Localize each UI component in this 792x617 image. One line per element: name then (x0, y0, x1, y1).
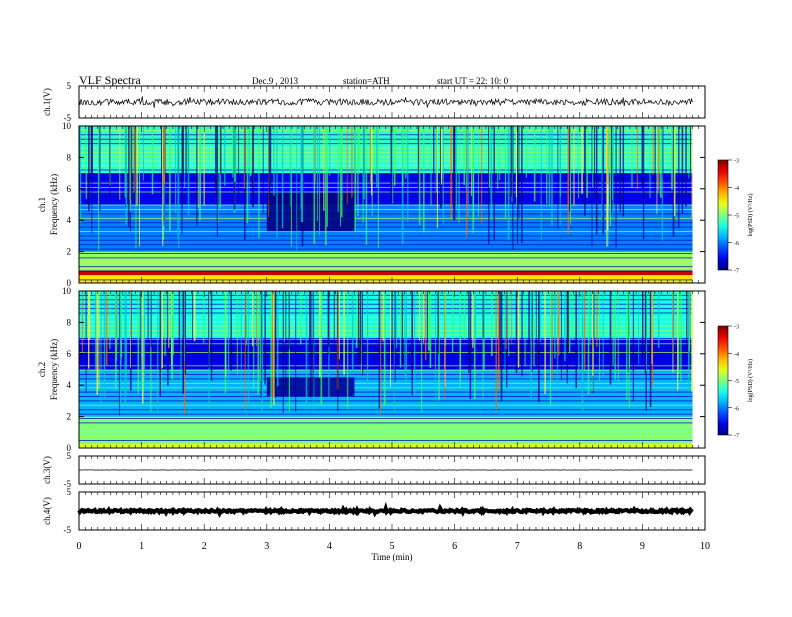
colorbar (717, 159, 729, 271)
channel-voltage-label: ch.4(V) (42, 497, 52, 525)
channel-voltage-label: ch.1(V) (42, 88, 52, 116)
station-label: station=ATH (343, 76, 390, 86)
y-tick-label: 6 (67, 349, 72, 359)
ch2-spectrogram (78, 290, 732, 449)
colorbar-tick-label: -5 (734, 214, 739, 220)
y-tick-label: 0 (67, 443, 72, 453)
colorbar-tick-label: -3 (734, 159, 739, 165)
frequency-band (79, 204, 693, 252)
colorbar-tick-label: -6 (734, 406, 739, 412)
colorbar-tick-label: -5 (734, 379, 739, 385)
y-tick-label: 6 (67, 184, 72, 194)
x-tick-label: 0 (77, 541, 82, 552)
x-axis-label: Time (min) (372, 552, 413, 562)
frequency-band (79, 270, 693, 276)
x-tick-label: 2 (202, 541, 207, 552)
frequency-band (79, 251, 693, 271)
colorbar (717, 325, 729, 436)
x-tick-label: 3 (264, 541, 269, 552)
y-tick-label: -5 (64, 479, 72, 489)
colorbar-tick-label: -4 (734, 186, 739, 192)
y-tick-label: 4 (67, 380, 72, 390)
y-tick-label: 2 (67, 247, 72, 257)
frequency-axis-label: Frequency (kHz) (49, 339, 59, 400)
x-tick-label: 8 (577, 541, 582, 552)
figure-title: VLF Spectra (79, 73, 141, 87)
y-tick-label: 4 (67, 215, 72, 225)
start-ut-label: start UT = 22: 10: 0 (437, 76, 509, 86)
x-tick-label: 4 (327, 541, 332, 552)
colorbar-tick-label: -7 (734, 269, 739, 275)
frequency-band (79, 275, 693, 283)
frequency-band (79, 173, 693, 205)
y-tick-label: -5 (64, 525, 72, 535)
y-tick-label: 2 (67, 412, 72, 422)
waveform-trace (79, 469, 693, 471)
channel-label: ch.1 (37, 197, 47, 212)
y-tick-label: 10 (62, 286, 72, 296)
y-tick-label: 8 (67, 317, 72, 327)
colorbar-label: log(PSD) (V²/Hz) (747, 359, 754, 402)
quiet-segment (266, 193, 355, 232)
waveform-trace (77, 501, 694, 519)
y-tick-label: 8 (67, 152, 72, 162)
y-tick-label: 5 (67, 451, 72, 461)
ch1-spectrogram (78, 125, 732, 284)
x-tick-label: 9 (640, 541, 645, 552)
frequency-band (79, 416, 693, 444)
colorbar-tick-label: -4 (734, 352, 739, 358)
frequency-axis-label: Frequency (kHz) (49, 174, 59, 235)
x-tick-label: 1 (139, 541, 144, 552)
y-tick-label: 10 (62, 121, 72, 131)
x-tick-label: 6 (452, 541, 457, 552)
colorbar-tick-label: -3 (734, 325, 739, 331)
channel-label: ch.2 (37, 362, 47, 377)
y-tick-label: 5 (67, 81, 72, 91)
colorbar-tick-label: -6 (734, 241, 739, 247)
y-tick-label: -5 (64, 113, 72, 123)
waveform-trace (78, 96, 693, 108)
x-tick-label: 5 (390, 541, 395, 552)
colorbar-tick-label: -7 (734, 434, 739, 440)
channel-voltage-label: ch.3(V) (42, 456, 52, 484)
colorbar-label: log(PSD) (V²/Hz) (747, 194, 754, 237)
x-tick-label: 7 (515, 541, 520, 552)
y-tick-label: 5 (67, 487, 72, 497)
y-tick-label: 0 (67, 278, 72, 288)
date-label: Dec.9 , 2013 (252, 76, 298, 86)
x-tick-label: 10 (700, 541, 710, 552)
